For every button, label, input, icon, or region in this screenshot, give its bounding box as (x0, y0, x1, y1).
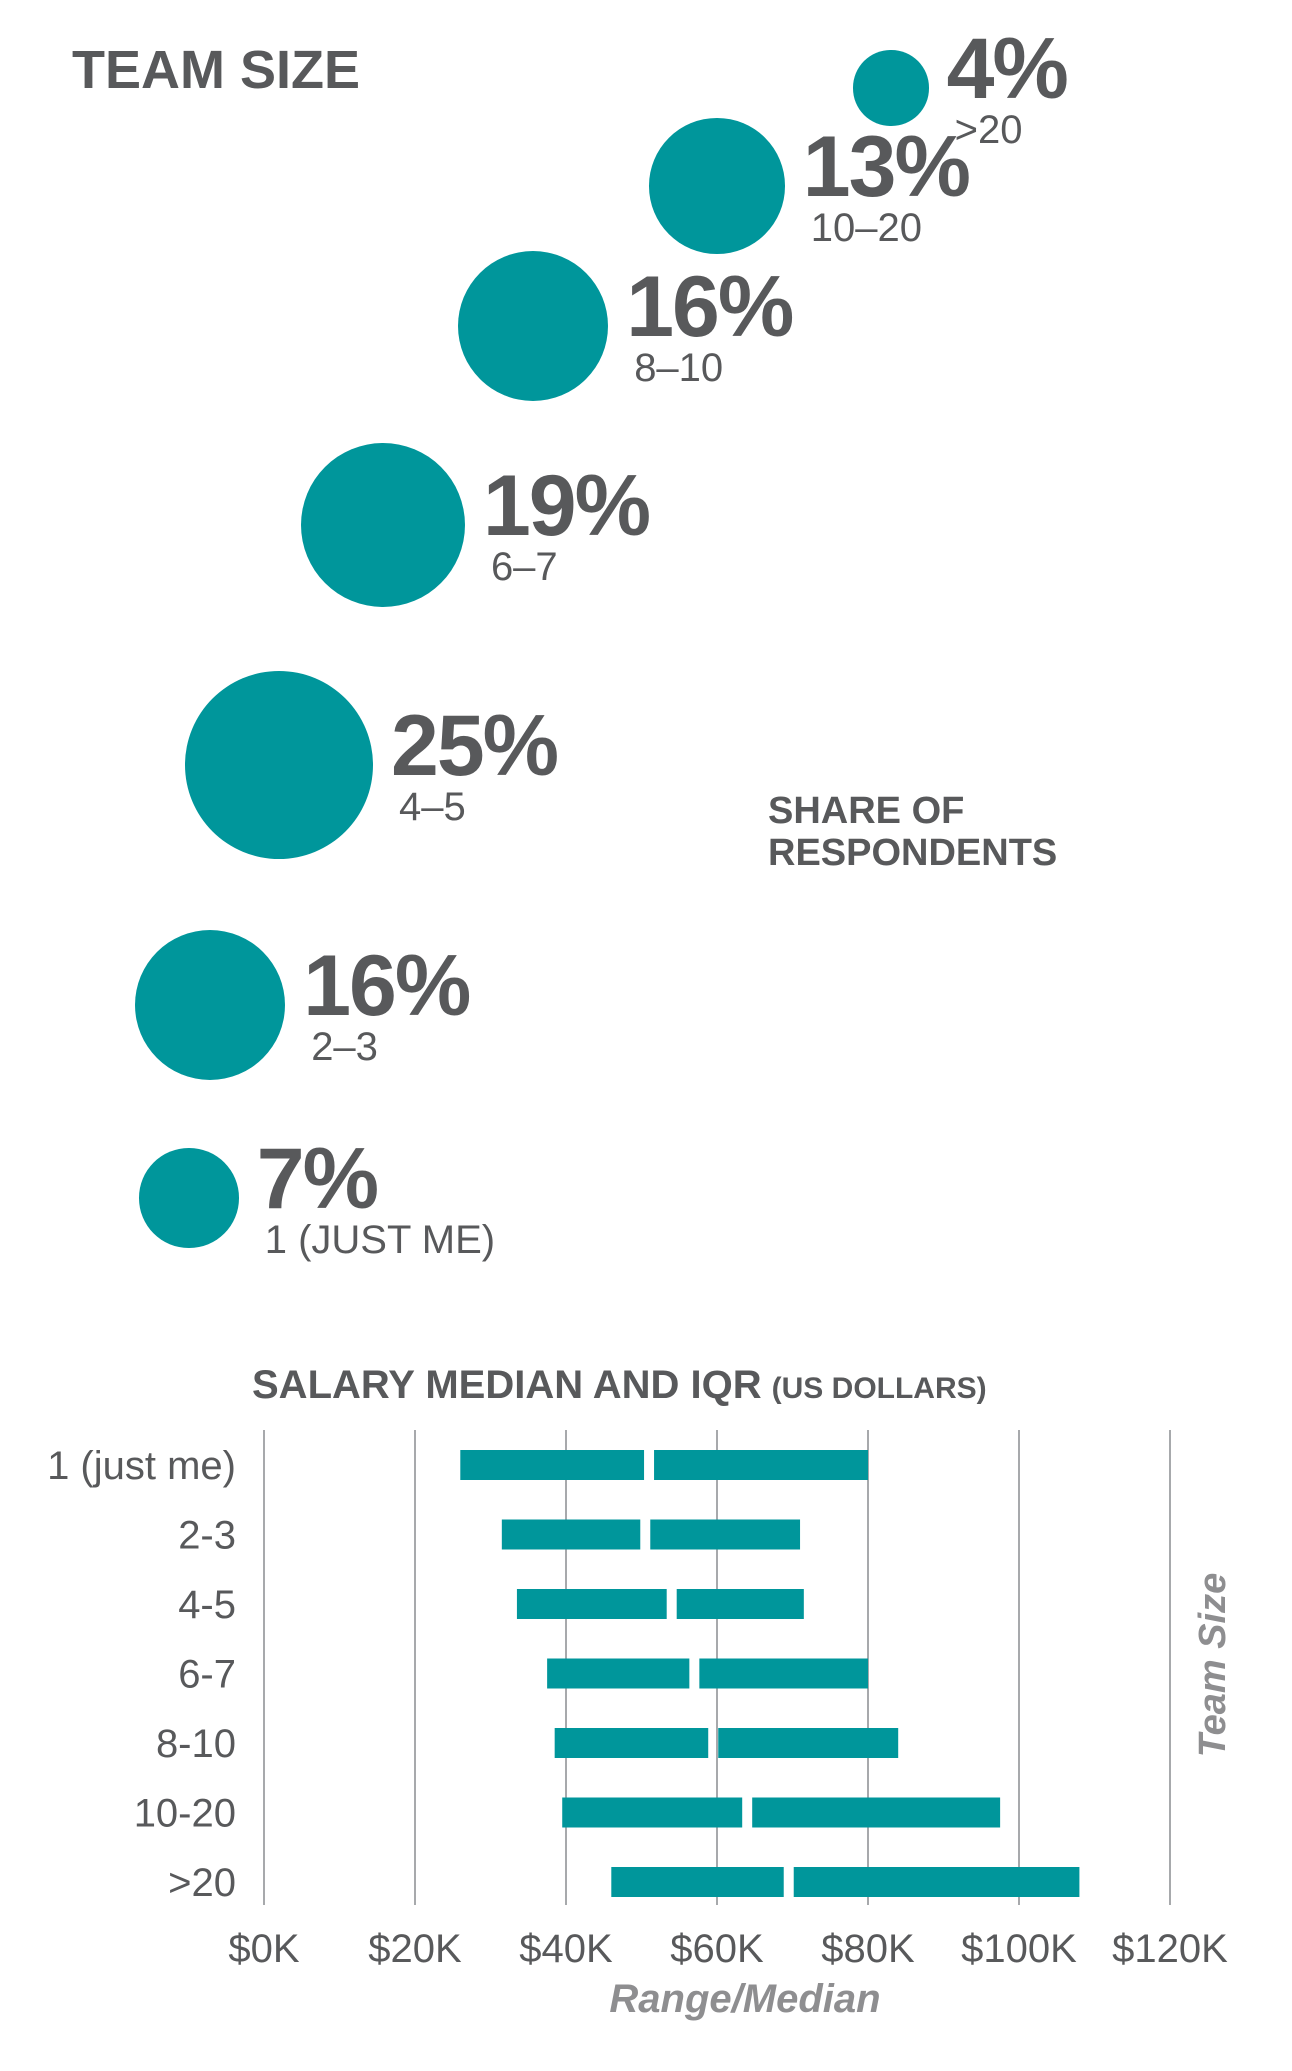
bubble-percent-label: 19% (482, 458, 651, 554)
iqr-upper-bar (699, 1658, 868, 1689)
bubble-category-label: 10–20 (810, 206, 923, 250)
bubble-0 (853, 50, 929, 126)
bubble-percent-label: 25% (391, 698, 559, 794)
salary-chart-title: SALARY MEDIAN AND IQR (US DOLLARS) (252, 1363, 987, 1407)
share-of-respondents-label: SHARE OF RESPONDENTS (768, 790, 1057, 874)
bubble-category-label: 4–5 (399, 785, 466, 829)
y-tick-label: 10-20 (134, 1792, 236, 1836)
x-tick-label: $100K (961, 1927, 1077, 1971)
bubble-2 (457, 250, 609, 402)
x-tick-label: $20K (368, 1927, 462, 1971)
y-tick-label: 6-7 (178, 1653, 236, 1697)
x-tick-label: $0K (228, 1927, 299, 1971)
bubble-percent-label: 16% (303, 938, 471, 1034)
bubble-3 (301, 443, 465, 607)
bubble-category-label: 6–7 (490, 545, 558, 589)
bubble-category-label: 8–10 (634, 346, 724, 390)
iqr-lower-bar (562, 1797, 743, 1828)
iqr-upper-bar (793, 1867, 1080, 1897)
bubble-6 (139, 1148, 239, 1248)
x-tick-label: $40K (519, 1927, 613, 1971)
y-axis-label: Team Size (1192, 1573, 1234, 1757)
bubble-1 (649, 118, 785, 254)
y-tick-label: >20 (168, 1861, 236, 1905)
bubble-category-label: >20 (954, 108, 1023, 152)
iqr-lower-bar (547, 1658, 690, 1689)
bubble-percent-label: 7% (256, 1131, 379, 1227)
x-tick-labels: $0K $20K $40K $60K $80K $100K $120K (228, 1927, 1228, 1971)
bubble-category-label: 1 (JUST ME) (264, 1218, 496, 1262)
bubble-5 (134, 929, 286, 1081)
bubble-4 (185, 671, 373, 859)
x-axis-label: Range/Median (609, 1977, 880, 2021)
x-tick-label: $120K (1112, 1927, 1228, 1971)
iqr-upper-bar (718, 1728, 899, 1758)
x-tick-label: $80K (821, 1927, 915, 1971)
iqr-lower-bar (460, 1450, 645, 1480)
salary-chart-title-suffix: (US DOLLARS) (772, 1372, 987, 1405)
x-tick-label: $60K (670, 1927, 764, 1971)
y-tick-label: 8-10 (156, 1722, 236, 1766)
bubble-percent-label: 16% (626, 259, 794, 355)
y-tick-label: 2-3 (178, 1514, 236, 1558)
bubble-percent-label: 13% (802, 119, 971, 215)
bars (460, 1450, 1080, 1897)
iqr-lower-bar (554, 1728, 709, 1758)
bubble-category-label: 2–3 (311, 1025, 378, 1069)
share-of-label-line2: RESPONDENTS (768, 832, 1058, 874)
iqr-upper-bar (752, 1797, 1001, 1828)
share-of-label-line1: SHARE OF (768, 790, 965, 832)
iqr-lower-bar (516, 1589, 667, 1619)
team-size-title: TEAM SIZE (72, 40, 361, 100)
salary-chart-title-main: SALARY MEDIAN AND IQR (252, 1363, 762, 1407)
y-tick-label: 4-5 (178, 1583, 236, 1627)
iqr-lower-bar (501, 1519, 641, 1550)
iqr-lower-bar (611, 1867, 784, 1897)
y-tick-labels: 1 (just me) 2-3 4-5 6-7 8-10 10-20 >20 (47, 1444, 236, 1905)
iqr-upper-bar (676, 1589, 804, 1619)
y-tick-label: 1 (just me) (47, 1444, 236, 1488)
bubble-percent-label: 4% (946, 21, 1069, 117)
iqr-upper-bar (650, 1519, 801, 1550)
iqr-upper-bar (654, 1450, 868, 1480)
